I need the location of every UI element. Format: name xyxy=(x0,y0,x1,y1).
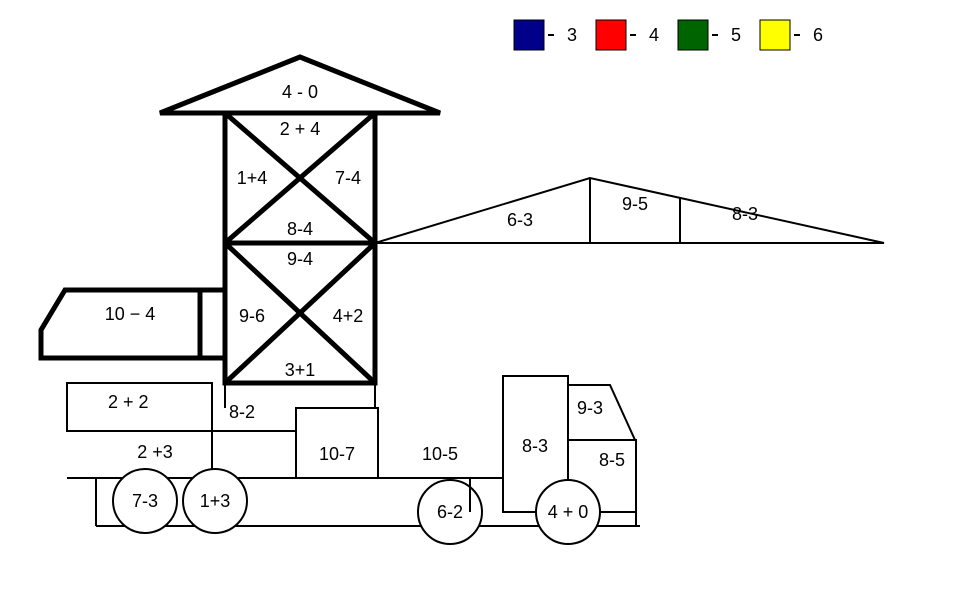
legend-label: 4 xyxy=(649,25,659,45)
legend-swatch xyxy=(514,20,544,50)
 xyxy=(212,431,503,478)
wheel-label: 1+3 xyxy=(200,491,231,511)
mid-rect xyxy=(296,408,378,478)
 xyxy=(0,0,378,478)
tower-bottom-label-top: 9-4 xyxy=(287,249,313,269)
tower-top-label-bottom: 8-4 xyxy=(287,219,313,239)
cabin-label: 10 − 4 xyxy=(105,304,156,324)
bed-label: 2 + 2 xyxy=(108,392,149,412)
below-tower-label: 8-2 xyxy=(229,402,255,422)
tower-bottom-label-right: 4+2 xyxy=(333,306,364,326)
legend-swatch xyxy=(760,20,790,50)
arm-label-right: 8-3 xyxy=(732,204,758,224)
platform-label-left: 2 +3 xyxy=(137,442,173,462)
tower-bottom-label-left: 9-6 xyxy=(239,306,265,326)
tower-top-label-left: 1+4 xyxy=(237,168,268,188)
legend-label: 5 xyxy=(731,25,741,45)
roof-label: 4 - 0 xyxy=(282,82,318,102)
legend-swatch xyxy=(678,20,708,50)
cab-wedge-label: 9-3 xyxy=(577,398,603,418)
cab-lower-label: 8-5 xyxy=(599,450,625,470)
arm-label-left: 6-3 xyxy=(507,210,533,230)
tower-top-label-right: 7-4 xyxy=(335,168,361,188)
legend-label: 6 xyxy=(813,25,823,45)
cab-stack-label: 8-3 xyxy=(522,436,548,456)
platform-label-right: 10-5 xyxy=(422,444,458,464)
legend-label: 3 xyxy=(567,25,577,45)
mid-rect-label: 10-7 xyxy=(319,444,355,464)
tower-bottom-label-bottom: 3+1 xyxy=(285,360,316,380)
legend-swatch xyxy=(596,20,626,50)
arm-label-mid: 9-5 xyxy=(622,194,648,214)
tower-top-label-top: 2 + 4 xyxy=(280,119,321,139)
math-color-worksheet: 3 4 5 6 4 - 0 2 + 4 1+4 7-4 8-4 9-4 9-6 4+2 3+1 10 − … xyxy=(0,0,957,615)
cabin xyxy=(41,290,200,358)
wheel-label: 6-2 xyxy=(437,502,463,522)
wheel-label: 4 + 0 xyxy=(548,502,589,522)
wheel-label: 7-3 xyxy=(132,491,158,511)
